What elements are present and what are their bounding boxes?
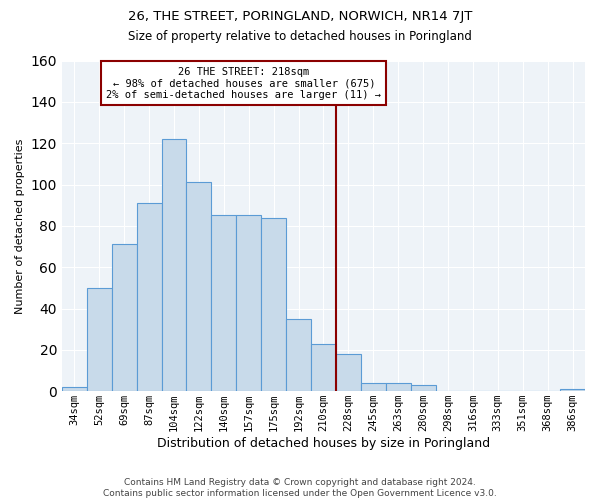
Text: 26 THE STREET: 218sqm
← 98% of detached houses are smaller (675)
2% of semi-deta: 26 THE STREET: 218sqm ← 98% of detached …: [106, 66, 381, 100]
Y-axis label: Number of detached properties: Number of detached properties: [15, 138, 25, 314]
Bar: [410, 385, 436, 391]
Bar: [236, 216, 261, 391]
Text: Size of property relative to detached houses in Poringland: Size of property relative to detached ho…: [128, 30, 472, 43]
Bar: [311, 344, 336, 391]
Bar: [361, 383, 386, 391]
Bar: [261, 218, 286, 391]
Bar: [137, 203, 161, 391]
Bar: [112, 244, 137, 391]
Bar: [187, 182, 211, 391]
Bar: [87, 288, 112, 391]
Bar: [161, 139, 187, 391]
Text: Contains HM Land Registry data © Crown copyright and database right 2024.
Contai: Contains HM Land Registry data © Crown c…: [103, 478, 497, 498]
Bar: [560, 389, 585, 391]
Bar: [211, 216, 236, 391]
X-axis label: Distribution of detached houses by size in Poringland: Distribution of detached houses by size …: [157, 437, 490, 450]
Bar: [62, 387, 87, 391]
Bar: [336, 354, 361, 391]
Text: 26, THE STREET, PORINGLAND, NORWICH, NR14 7JT: 26, THE STREET, PORINGLAND, NORWICH, NR1…: [128, 10, 472, 23]
Bar: [386, 383, 410, 391]
Bar: [286, 319, 311, 391]
